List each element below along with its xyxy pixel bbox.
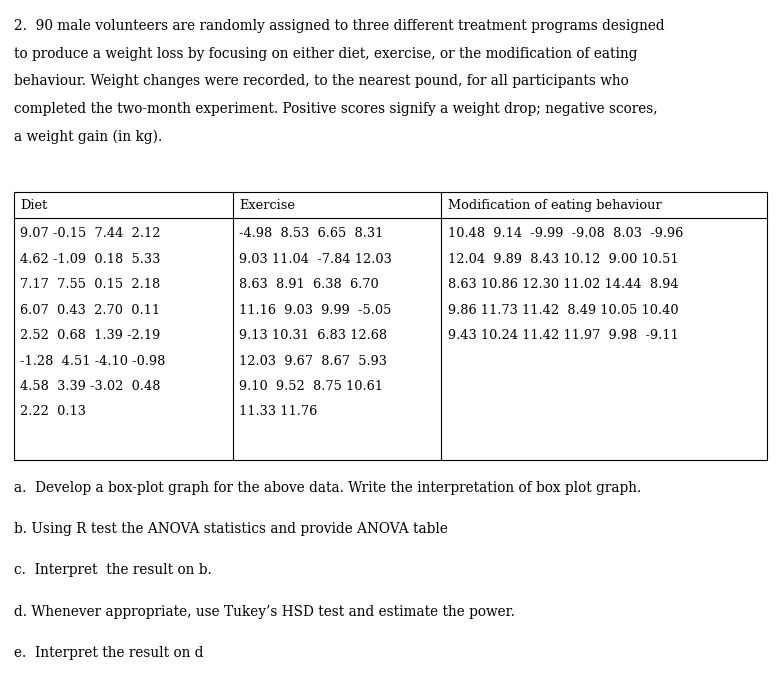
Text: 8.63  8.91  6.38  6.70: 8.63 8.91 6.38 6.70 [239,278,379,291]
Text: 9.43 10.24 11.42 11.97  9.98  -9.11: 9.43 10.24 11.42 11.97 9.98 -9.11 [448,329,678,342]
Text: 4.62 -1.09  0.18  5.33: 4.62 -1.09 0.18 5.33 [20,253,161,266]
Text: d. Whenever appropriate, use Tukey’s HSD test and estimate the power.: d. Whenever appropriate, use Tukey’s HSD… [14,605,515,618]
Text: 9.03 11.04  -7.84 12.03: 9.03 11.04 -7.84 12.03 [239,253,392,266]
Text: 4.58  3.39 -3.02  0.48: 4.58 3.39 -3.02 0.48 [20,380,161,393]
Text: -4.98  8.53  6.65  8.31: -4.98 8.53 6.65 8.31 [239,227,383,240]
Text: c.  Interpret  the result on b.: c. Interpret the result on b. [14,563,212,577]
Text: a.  Develop a box-plot graph for the above data. Write the interpretation of box: a. Develop a box-plot graph for the abov… [14,481,641,495]
Text: to produce a weight loss by focusing on either diet, exercise, or the modificati: to produce a weight loss by focusing on … [14,47,637,60]
Text: a weight gain (in kg).: a weight gain (in kg). [14,129,162,144]
Text: b. Using R test the ANOVA statistics and provide ANOVA table: b. Using R test the ANOVA statistics and… [14,522,448,536]
Text: Modification of eating behaviour: Modification of eating behaviour [448,199,662,212]
Text: 2.  90 male volunteers are randomly assigned to three different treatment progra: 2. 90 male volunteers are randomly assig… [14,19,665,33]
Text: 11.16  9.03  9.99  -5.05: 11.16 9.03 9.99 -5.05 [239,304,391,317]
Text: 7.17  7.55  0.15  2.18: 7.17 7.55 0.15 2.18 [20,278,161,291]
Text: 6.07  0.43  2.70  0.11: 6.07 0.43 2.70 0.11 [20,304,160,317]
Text: 2.52  0.68  1.39 -2.19: 2.52 0.68 1.39 -2.19 [20,329,161,342]
Text: 10.48  9.14  -9.99  -9.08  8.03  -9.96: 10.48 9.14 -9.99 -9.08 8.03 -9.96 [448,227,683,240]
Text: -1.28  4.51 -4.10 -0.98: -1.28 4.51 -4.10 -0.98 [20,354,166,368]
Text: 9.10  9.52  8.75 10.61: 9.10 9.52 8.75 10.61 [239,380,383,393]
Text: 12.03  9.67  8.67  5.93: 12.03 9.67 8.67 5.93 [239,354,387,368]
Text: completed the two-month experiment. Positive scores signify a weight drop; negat: completed the two-month experiment. Posi… [14,102,658,115]
Text: 9.07 -0.15  7.44  2.12: 9.07 -0.15 7.44 2.12 [20,227,161,240]
Text: behaviour. Weight changes were recorded, to the nearest pound, for all participa: behaviour. Weight changes were recorded,… [14,74,629,88]
Text: 2.22  0.13: 2.22 0.13 [20,405,87,418]
Text: Diet: Diet [20,199,48,212]
Bar [14,192,767,460]
Text: 9.86 11.73 11.42  8.49 10.05 10.40: 9.86 11.73 11.42 8.49 10.05 10.40 [448,304,678,317]
Text: 9.13 10.31  6.83 12.68: 9.13 10.31 6.83 12.68 [239,329,387,342]
Text: 12.04  9.89  8.43 10.12  9.00 10.51: 12.04 9.89 8.43 10.12 9.00 10.51 [448,253,678,266]
Text: 8.63 10.86 12.30 11.02 14.44  8.94: 8.63 10.86 12.30 11.02 14.44 8.94 [448,278,678,291]
Text: Exercise: Exercise [239,199,295,212]
Text: e.  Interpret the result on d: e. Interpret the result on d [14,646,204,660]
Text: 11.33 11.76: 11.33 11.76 [239,405,317,418]
